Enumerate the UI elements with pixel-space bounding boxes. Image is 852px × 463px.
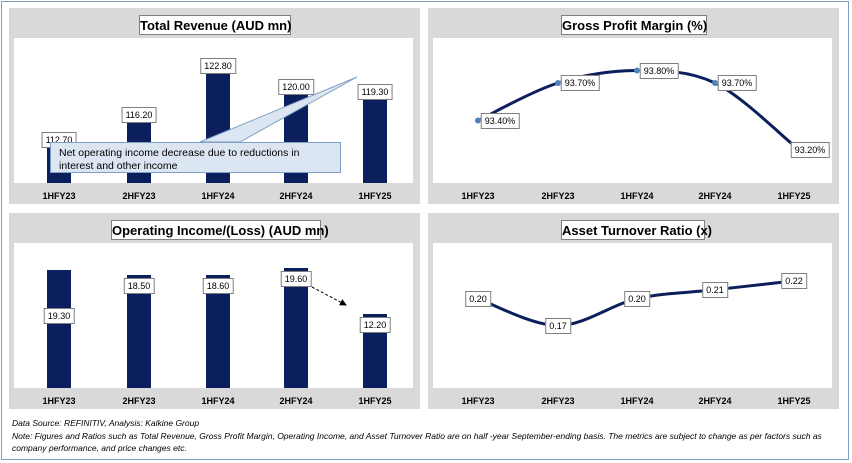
data-label: 0.20: [465, 290, 491, 307]
data-label: 120.00: [278, 78, 314, 95]
operating-income-chart-panel: Operating Income/(Loss) (AUD mn) 19.30 18…: [9, 213, 420, 409]
x-tick-label: 1HFY25: [358, 191, 392, 201]
x-tick-label: 1HFY24: [620, 396, 654, 406]
x-tick-label: 1HFY25: [777, 396, 811, 406]
bar: [284, 268, 308, 388]
x-tick-label: 1HFY24: [201, 191, 235, 201]
data-point: [634, 67, 640, 74]
data-point: [475, 117, 481, 124]
asset-turnover-chart-title: Asset Turnover Ratio (x): [561, 220, 712, 240]
x-tick-label: 1HFY23: [461, 396, 495, 406]
revenue-chart-title: Total Revenue (AUD mn): [139, 15, 291, 35]
x-tick-label: 1HFY25: [777, 191, 811, 201]
x-tick-label: 2HFY23: [122, 191, 156, 201]
x-tick-label: 1HFY23: [461, 191, 495, 201]
x-tick-label: 1HFY24: [620, 191, 654, 201]
x-tick-label: 2HFY23: [541, 191, 575, 201]
gpm-chart-panel: Gross Profit Margin (%) 93.40% 93.70% 93.8…: [428, 8, 839, 204]
revenue-callout: Net operating income decrease due to red…: [50, 142, 341, 173]
data-label: 19.30: [43, 308, 75, 325]
data-label: 93.70%: [717, 75, 757, 91]
data-label: 0.17: [545, 317, 571, 334]
bar: [47, 270, 71, 388]
data-label: 19.60: [280, 271, 312, 288]
x-tick-label: 2HFY24: [279, 396, 313, 406]
x-tick-label: 2HFY23: [122, 396, 156, 406]
x-tick-label: 1HFY24: [201, 396, 235, 406]
data-label: 119.30: [357, 83, 393, 100]
x-tick-label: 2HFY24: [279, 191, 313, 201]
data-label: 93.40%: [480, 112, 520, 129]
data-label: 12.20: [359, 316, 391, 333]
data-source-note: Data Source: REFINITIV, Analysis: Kalkin…: [12, 418, 200, 428]
asset-turnover-chart-panel: Asset Turnover Ratio (x) 0.20 0.17 0.20 0.2…: [428, 213, 839, 409]
bar: [363, 99, 387, 183]
x-tick-label: 2HFY24: [698, 191, 732, 201]
data-label: 18.50: [123, 278, 155, 295]
operating-income-chart-body: 19.30 18.50 18.60 19.60 12.20 1HFY23 2HFY23 1HF…: [9, 213, 420, 409]
asset-turnover-plot-area: [433, 243, 832, 388]
x-tick-label: 1HFY23: [42, 191, 76, 201]
gpm-chart-title: Gross Profit Margin (%): [561, 15, 707, 35]
x-tick-label: 1HFY25: [358, 396, 392, 406]
data-label: 93.20%: [790, 141, 830, 158]
x-tick-label: 2HFY24: [698, 396, 732, 406]
data-point: [712, 80, 718, 86]
data-label: 122.80: [200, 58, 236, 75]
data-label: 93.80%: [639, 62, 679, 79]
footnote: Note: Figures and Ratios such as Total R…: [12, 431, 822, 453]
gpm-chart-body: 93.40% 93.70% 93.80% 93.70% 93.20% 1HFY23 2HFY…: [428, 8, 839, 204]
operating-income-chart-title: Operating Income/(Loss) (AUD mn): [111, 220, 329, 240]
data-label: 0.22: [781, 272, 807, 289]
data-label: 0.20: [624, 290, 650, 307]
data-label: 116.20: [121, 106, 157, 123]
asset-turnover-chart-body: 0.20 0.17 0.20 0.21 0.22 1HFY23 2HFY23 1HFY24 2H…: [428, 213, 839, 409]
data-label: 18.60: [202, 277, 234, 294]
data-label: 0.21: [702, 281, 728, 298]
x-tick-label: 1HFY23: [42, 396, 76, 406]
data-point: [555, 80, 561, 86]
x-tick-label: 2HFY23: [541, 396, 575, 406]
data-label: 93.70%: [560, 75, 600, 91]
